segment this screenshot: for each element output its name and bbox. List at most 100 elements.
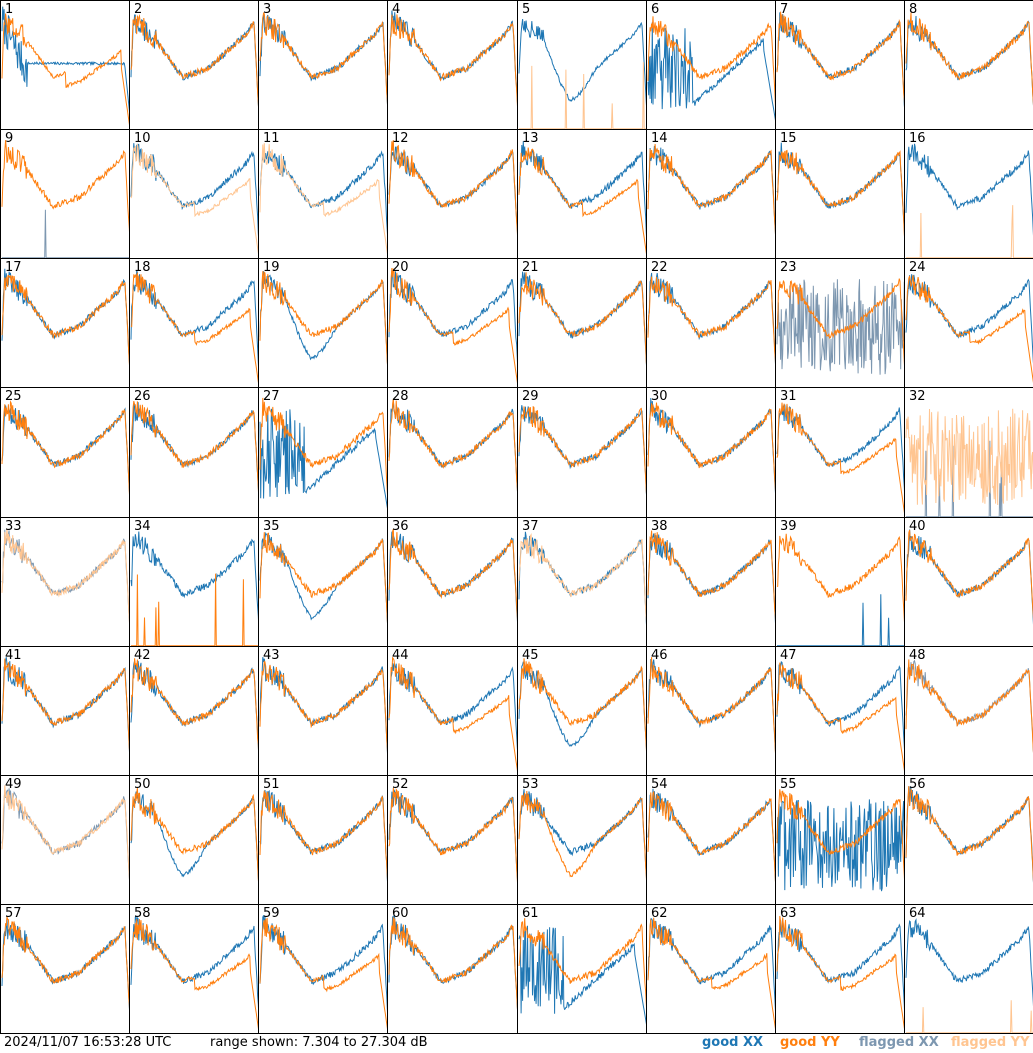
series-xx-19 <box>259 271 387 365</box>
panel-plot-33 <box>1 528 129 624</box>
panel-number: 36 <box>392 519 409 534</box>
series-yy-57 <box>1 916 129 1009</box>
panel-number: 48 <box>909 648 926 663</box>
panel-plot-20 <box>388 267 517 384</box>
series-xx-10 <box>130 143 258 237</box>
series-xx-60 <box>388 913 517 1010</box>
antenna-panel-45: 45 <box>517 646 647 776</box>
panel-plot-2 <box>130 14 258 108</box>
antenna-panel-16: 16 <box>904 129 1033 259</box>
series-yy-41 <box>1 658 129 751</box>
panel-plot-4 <box>388 10 517 107</box>
antenna-panel-3: 3 <box>258 0 388 130</box>
series-yy-48 <box>905 659 1033 754</box>
antenna-panel-21: 21 <box>517 258 647 388</box>
series-yy-54 <box>647 791 775 883</box>
series-yy-2 <box>130 14 258 108</box>
series-xx-61 <box>518 925 646 1025</box>
series-xx-27 <box>259 408 387 509</box>
panel-plot-42 <box>130 658 258 751</box>
antenna-panel-7: 7 <box>775 0 905 130</box>
range-readout: range shown: 7.304 to 27.304 dB <box>210 1035 428 1050</box>
antenna-panel-64: 64 <box>904 904 1033 1034</box>
series-xx-38 <box>647 533 775 624</box>
series-xx-56 <box>905 786 1033 883</box>
panel-number: 47 <box>780 648 797 663</box>
antenna-panel-23: 23 <box>775 258 905 388</box>
series-xx-28 <box>388 399 517 492</box>
panel-number: 17 <box>5 260 22 275</box>
panel-number: 38 <box>651 519 668 534</box>
panel-number: 44 <box>392 648 409 663</box>
panel-number: 63 <box>780 906 797 921</box>
series-yy-22 <box>647 276 775 364</box>
series-xx-11 <box>259 150 387 235</box>
series-yy-15 <box>776 149 904 237</box>
series-xx-46 <box>647 658 775 752</box>
series-yy-35 <box>259 532 387 624</box>
panel-plot-9 <box>1 140 129 258</box>
panel-number: 22 <box>651 260 668 275</box>
antenna-panel-51: 51 <box>258 775 388 905</box>
panel-number: 33 <box>5 519 22 534</box>
series-yy-56 <box>905 786 1033 882</box>
panel-number: 18 <box>134 260 151 275</box>
series-xx-30 <box>647 397 775 494</box>
panel-number: 9 <box>5 131 14 146</box>
panel-number: 11 <box>263 131 280 146</box>
series-xx-18 <box>130 270 258 367</box>
panel-plot-23 <box>776 278 904 375</box>
series-xx-34 <box>130 531 258 621</box>
antenna-panel-24: 24 <box>904 258 1033 388</box>
series-yy-20 <box>388 267 517 384</box>
series-xx-45 <box>518 661 646 750</box>
antenna-panel-38: 38 <box>646 517 776 647</box>
antenna-panel-35: 35 <box>258 517 388 647</box>
series-yy-14 <box>647 143 775 235</box>
panel-number: 2 <box>134 2 143 17</box>
panel-number: 15 <box>780 131 797 146</box>
panel-plot-32 <box>905 408 1033 517</box>
series-yy-8 <box>905 12 1033 106</box>
series-yy-36 <box>388 529 517 621</box>
series-yy-7 <box>776 11 904 104</box>
series-xx-5 <box>518 18 646 106</box>
antenna-panel-39: 39 <box>775 517 905 647</box>
antenna-panel-58: 58 <box>129 904 259 1034</box>
panel-number: 59 <box>263 906 280 921</box>
antenna-panel-46: 46 <box>646 646 776 776</box>
panel-number: 49 <box>5 777 22 792</box>
panel-number: 3 <box>263 2 272 17</box>
series-yy-45 <box>518 658 646 752</box>
series-xx-23 <box>776 279 904 375</box>
antenna-panel-56: 56 <box>904 775 1033 905</box>
panel-number: 55 <box>780 777 797 792</box>
series-xx-20 <box>388 270 517 363</box>
series-xx-62 <box>647 918 775 1012</box>
antenna-panel-37: 37 <box>517 517 647 647</box>
antenna-panel-48: 48 <box>904 646 1033 776</box>
series-xx-29 <box>518 405 646 495</box>
panel-number: 8 <box>909 2 918 17</box>
panel-plot-13 <box>518 141 646 255</box>
series-yy-61 <box>518 918 646 1008</box>
series-yy-31 <box>776 402 904 514</box>
series-xx-16 <box>905 143 1033 236</box>
panel-number: 37 <box>522 519 539 534</box>
panel-plot-36 <box>388 529 517 622</box>
panel-plot-25 <box>1 400 129 495</box>
panel-number: 60 <box>392 906 409 921</box>
series-yy-9 <box>1 140 129 233</box>
series-yy-5 <box>519 62 646 129</box>
series-xx-2 <box>130 14 258 107</box>
panel-plot-39 <box>776 533 904 646</box>
series-yy-60 <box>388 917 517 1010</box>
series-xx-4 <box>388 10 517 103</box>
series-xx-37 <box>518 531 646 625</box>
panel-plot-40 <box>905 529 1033 625</box>
series-xx-57 <box>1 916 129 1011</box>
panel-number: 19 <box>263 260 280 275</box>
antenna-panel-40: 40 <box>904 517 1033 647</box>
antenna-panel-20: 20 <box>387 258 518 388</box>
series-xx-64 <box>905 918 1033 1007</box>
